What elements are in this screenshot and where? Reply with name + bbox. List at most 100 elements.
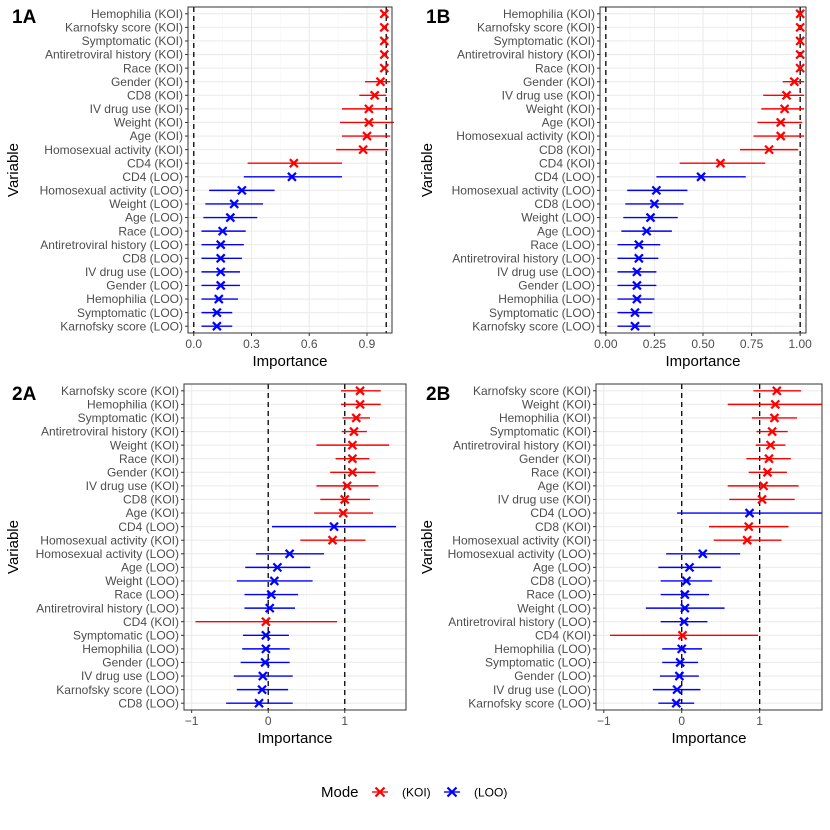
point-marker — [375, 76, 386, 87]
point-marker-stroke — [269, 576, 280, 586]
y-tick-label: Symptomatic (LOO) — [73, 628, 179, 642]
point-marker-stroke — [375, 76, 386, 87]
point-marker — [764, 453, 774, 464]
point-marker-stroke — [260, 657, 270, 668]
x-tick-label: 1 — [756, 714, 763, 728]
point-marker — [258, 671, 268, 681]
point-marker — [715, 158, 726, 168]
point-marker-stroke — [327, 535, 338, 545]
x-axis-title: Importance — [252, 353, 327, 370]
y-tick-label: Weight (KOI) — [114, 116, 183, 130]
panel-label: 1B — [426, 7, 450, 28]
point-marker-stroke — [379, 49, 390, 60]
point-marker — [779, 104, 790, 114]
point-marker — [744, 508, 755, 518]
point-marker — [795, 63, 805, 73]
point-marker — [765, 440, 776, 450]
y-tick-label: Symptomatic (LOO) — [485, 656, 591, 670]
y-axis-title: Variable — [419, 520, 436, 574]
point-marker — [379, 36, 390, 46]
point-marker-stroke — [634, 253, 644, 264]
point-marker-stroke — [258, 671, 268, 681]
point-marker-stroke — [677, 630, 688, 641]
point-marker-stroke — [369, 90, 380, 101]
x-tick-label: 0.50 — [691, 337, 715, 351]
point-marker — [369, 90, 380, 101]
point-marker — [671, 698, 682, 708]
y-tick-label: Symptomatic (LOO) — [489, 306, 595, 320]
point-marker-stroke — [351, 413, 362, 423]
point-marker — [762, 467, 773, 478]
point-marker-stroke — [772, 386, 782, 396]
y-tick-label: CD4 (KOI) — [535, 628, 591, 642]
point-marker — [379, 63, 390, 73]
point-marker-stroke — [349, 426, 359, 437]
point-marker — [214, 294, 224, 304]
point-marker — [679, 616, 689, 627]
point-marker — [379, 22, 390, 33]
y-tick-label: Race (KOI) — [119, 452, 179, 466]
y-tick-label: CD8 (KOI) — [127, 88, 183, 102]
y-tick-label: Weight (KOI) — [522, 398, 591, 412]
y-tick-label: Weight (LOO) — [517, 601, 591, 615]
x-tick-label: 0.0 — [185, 337, 202, 351]
point-marker-stroke — [289, 158, 299, 168]
y-tick-label: Hemophilia (KOI) — [503, 7, 595, 21]
y-tick-label: Age (LOO) — [125, 211, 183, 225]
point-marker — [680, 589, 690, 600]
point-marker — [696, 172, 706, 182]
y-tick-label: Age (KOI) — [126, 506, 179, 520]
point-marker — [269, 576, 280, 586]
panel-label: 1A — [12, 7, 37, 28]
y-tick-label: Race (LOO) — [118, 224, 183, 238]
point-marker-stroke — [697, 549, 708, 559]
y-tick-label: Gender (LOO) — [102, 656, 179, 670]
point-marker-stroke — [215, 239, 226, 250]
point-marker — [339, 494, 350, 505]
point-marker — [770, 399, 781, 410]
point-marker — [237, 185, 247, 196]
y-tick-label: CD8 (KOI) — [535, 520, 591, 534]
y-tick-label: Karnofsky score (KOI) — [61, 384, 179, 398]
y-tick-label: Homosexual activity (KOI) — [44, 143, 183, 157]
y-tick-label: Age (LOO) — [537, 224, 595, 238]
point-marker-stroke — [347, 453, 358, 464]
point-marker — [775, 131, 786, 141]
point-marker — [355, 386, 365, 396]
y-tick-label: CD4 (KOI) — [123, 615, 179, 629]
point-marker-stroke — [214, 294, 224, 304]
y-tick-label: Hemophilia (LOO) — [86, 292, 183, 306]
point-marker-stroke — [676, 644, 687, 654]
y-axis-title: Variable — [5, 520, 22, 574]
point-marker — [674, 671, 685, 681]
point-marker-stroke — [696, 172, 706, 182]
point-marker-stroke — [261, 616, 271, 627]
point-marker-stroke — [795, 36, 805, 46]
y-tick-label: Weight (LOO) — [105, 574, 179, 588]
y-tick-label: Homosexual activity (LOO) — [448, 547, 591, 561]
panel-1b: Hemophilia (KOI)Karnofsky score (KOI)Sym… — [419, 6, 812, 370]
point-marker-stroke — [681, 576, 692, 586]
x-tick-label: 0 — [265, 714, 272, 728]
y-tick-label: Race (KOI) — [531, 465, 591, 479]
point-marker-stroke — [266, 589, 277, 600]
y-tick-label: Symptomatic (LOO) — [77, 306, 183, 320]
point-marker — [347, 467, 358, 478]
y-tick-label: CD4 (KOI) — [127, 156, 183, 170]
y-tick-label: Race (KOI) — [535, 61, 595, 75]
point-marker — [364, 104, 374, 114]
y-tick-label: Homosexual activity (KOI) — [452, 533, 591, 547]
x-axis-title: Importance — [671, 730, 746, 747]
y-tick-label: Homosexual activity (LOO) — [452, 184, 595, 198]
point-marker — [680, 603, 690, 613]
point-marker-stroke — [329, 521, 339, 532]
y-tick-label: Karnofsky score (LOO) — [56, 683, 179, 697]
y-tick-label: Weight (LOO) — [109, 197, 183, 211]
point-marker-stroke — [651, 185, 662, 196]
panel-border — [595, 383, 823, 711]
point-marker-stroke — [632, 294, 642, 304]
y-tick-label: IV drug use (KOI) — [86, 479, 179, 493]
point-marker-stroke — [379, 22, 390, 33]
y-tick-label: Gender (LOO) — [514, 669, 591, 683]
